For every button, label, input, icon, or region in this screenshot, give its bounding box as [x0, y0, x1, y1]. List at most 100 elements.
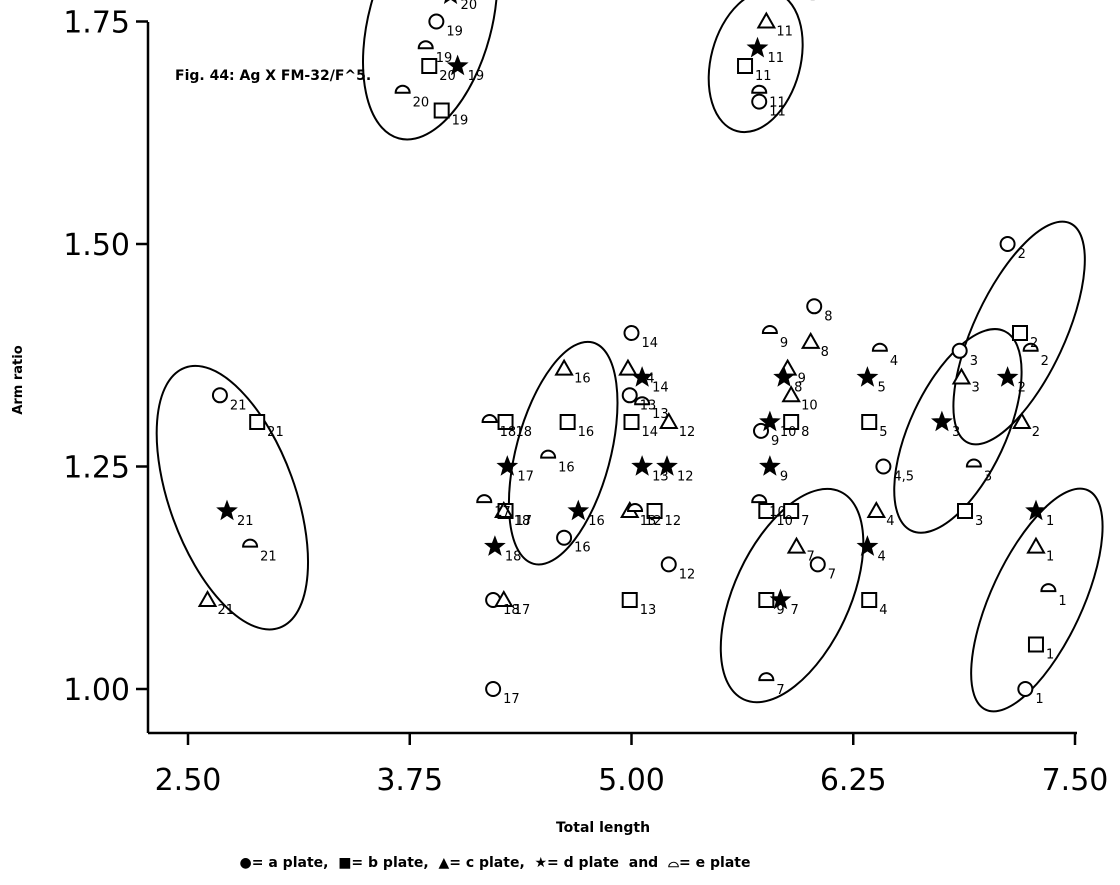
- point-label: 18: [500, 425, 517, 440]
- point-label: 17: [514, 603, 531, 618]
- point-label: 8: [794, 381, 802, 396]
- d-plate-point: [1025, 499, 1047, 521]
- b-plate-point: [737, 58, 754, 74]
- a-plate-point: [556, 529, 573, 546]
- cluster-outlines: [155, 0, 1104, 713]
- point-label: 9: [771, 434, 779, 449]
- point-label: 1: [1058, 594, 1066, 609]
- cluster-outline: [507, 340, 619, 566]
- point-label: 13: [640, 603, 657, 618]
- a-plate-point: [211, 387, 228, 404]
- e-plate-point: [761, 325, 778, 334]
- point-label: 11: [767, 51, 784, 66]
- point-label: 20: [461, 0, 478, 13]
- point-label: 17: [503, 692, 520, 707]
- x-axis-label: Total length: [556, 820, 650, 836]
- b-plate-point: [861, 592, 878, 608]
- point-label: 5: [877, 381, 885, 396]
- c-plate-point: [494, 589, 514, 607]
- d-plate-point: [759, 410, 781, 432]
- point-label: 17: [494, 505, 511, 520]
- point-label: 16: [558, 461, 575, 476]
- point-label: 5: [879, 425, 887, 440]
- cluster-outline: [893, 328, 1023, 534]
- a-plate-point: [951, 342, 968, 359]
- point-label: 17: [516, 514, 533, 529]
- e-plate-point: [1040, 583, 1057, 593]
- point-label: 4: [879, 603, 887, 618]
- point-label: 18: [514, 514, 531, 529]
- x-tick-label: 2.50: [155, 763, 222, 798]
- e-plate-point: [476, 494, 493, 504]
- x-tick-label: 3.75: [376, 763, 443, 798]
- e-plate-point: [481, 414, 498, 423]
- point-label: 21: [260, 550, 277, 565]
- d-plate-point: [443, 0, 458, 5]
- point-label: 16: [574, 372, 591, 387]
- y-tick-label: 1.50: [63, 228, 130, 263]
- legend: ●= a plate, ■= b plate, ▲= c plate, ★= d…: [240, 855, 751, 871]
- point-label: 4: [877, 550, 885, 565]
- cluster-outline: [952, 220, 1086, 446]
- point-label: 19: [436, 51, 453, 66]
- point-label: 19: [452, 114, 469, 129]
- c-plate-point: [756, 11, 777, 29]
- point-label: 13: [640, 398, 657, 413]
- y-tick-label: 1.75: [63, 6, 130, 41]
- b-plate-point: [758, 503, 775, 519]
- point-label: 7: [791, 603, 799, 618]
- c-plate-point: [554, 358, 574, 376]
- b-plate-point: [621, 592, 638, 608]
- point-label: 10: [776, 514, 793, 529]
- point-label: 7: [801, 514, 809, 529]
- a-plate-point: [751, 93, 768, 110]
- c-plate-point: [197, 589, 218, 607]
- point-label: 2: [1030, 336, 1038, 351]
- e-plate-point: [1022, 342, 1039, 352]
- point-label: 3: [970, 354, 978, 369]
- b-plate-point: [623, 414, 640, 430]
- point-label: 2: [1032, 425, 1040, 440]
- d-plate-point: [931, 410, 953, 432]
- point-label: 10: [780, 425, 797, 440]
- d-plate-point: [759, 455, 781, 476]
- point-label: 3: [952, 425, 960, 440]
- point-label: 16: [588, 514, 605, 529]
- point-labels: 1234,56789111213141516171819202112345678…: [218, 0, 1067, 707]
- point-label: 1: [1046, 514, 1054, 529]
- x-tick-label: 6.25: [820, 763, 887, 798]
- a-plate-point: [485, 681, 502, 697]
- point-label: 18: [516, 425, 533, 440]
- c-plate-point: [494, 500, 514, 518]
- b-plate-point: [783, 503, 800, 519]
- point-label: 7: [776, 683, 784, 698]
- d-plate-point: [769, 588, 792, 610]
- cluster-outline: [155, 364, 310, 631]
- point-label: 11: [776, 25, 793, 40]
- d-plate-point: [773, 366, 795, 387]
- b-plate-point: [1012, 325, 1029, 341]
- b-plate-point: [559, 414, 576, 430]
- point-label: 17: [517, 470, 534, 485]
- b-plate-point: [646, 503, 663, 519]
- point-label: 14: [652, 381, 669, 396]
- point-label: 9: [798, 372, 806, 387]
- a-plate-point: [806, 298, 823, 315]
- point-label: 10: [801, 398, 818, 413]
- point-label: 12: [679, 425, 696, 440]
- point-label: 8: [821, 345, 829, 360]
- point-label: 9: [776, 603, 784, 618]
- e-plate-point: [751, 84, 768, 94]
- e-plate-point: [627, 503, 644, 512]
- point-label: 4: [890, 354, 898, 369]
- b-plate-point: [421, 58, 438, 74]
- point-label: 2: [1018, 247, 1026, 262]
- c-plate-point: [1012, 411, 1032, 429]
- point-label: 2: [1018, 381, 1026, 396]
- e-plate-point: [758, 672, 775, 682]
- point-label: 12: [645, 514, 662, 529]
- y-tick-label: 1.00: [63, 673, 130, 708]
- a-plate-point: [623, 325, 640, 341]
- point-label: 14: [642, 336, 659, 351]
